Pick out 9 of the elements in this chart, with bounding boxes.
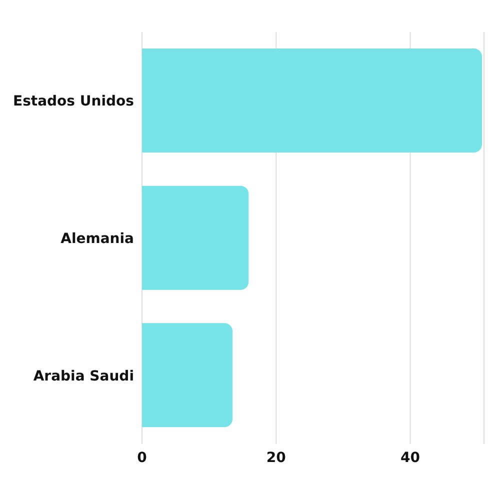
bar bbox=[142, 323, 233, 428]
y-tick-label: Estados Unidos bbox=[13, 94, 134, 110]
bar bbox=[142, 186, 249, 290]
y-tick-label: Alemania bbox=[60, 230, 134, 247]
x-tick-label: 0 bbox=[137, 450, 148, 466]
x-tick-label: 40 bbox=[400, 450, 420, 466]
bar bbox=[142, 48, 482, 152]
y-tick-label: Arabia Saudi bbox=[33, 368, 134, 384]
x-tick-label: 20 bbox=[266, 450, 286, 466]
